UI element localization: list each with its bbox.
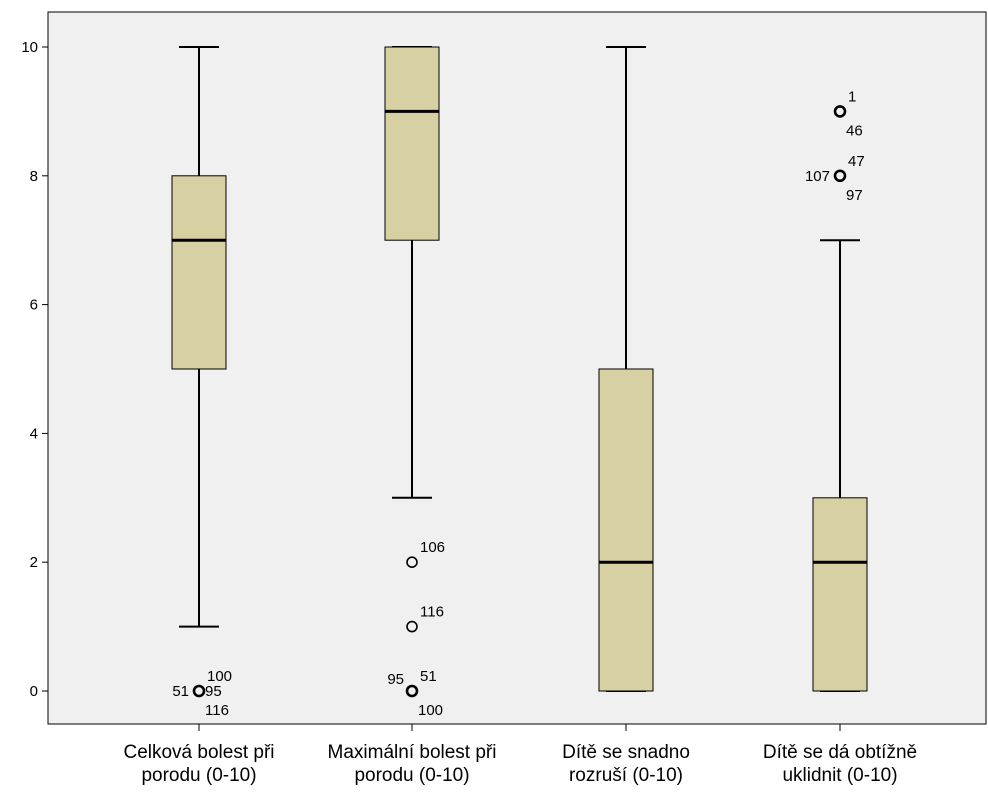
outlier-label: 100 — [207, 668, 232, 685]
y-tick-label: 10 — [21, 39, 38, 56]
y-tick-label: 4 — [30, 425, 38, 442]
outlier-label: 1 — [848, 88, 856, 105]
outlier-point — [833, 169, 847, 183]
outlier-point — [192, 684, 206, 698]
box-group: 1 46 107 47 97 — [805, 88, 868, 692]
box — [171, 175, 227, 370]
outlier-point — [406, 556, 418, 569]
x-tick-label: Maximální bolest při — [328, 742, 497, 763]
y-tick-label: 6 — [30, 297, 38, 314]
outlier-point — [406, 620, 418, 633]
outlier-label: 95 — [205, 683, 222, 700]
box — [812, 497, 868, 692]
box — [598, 368, 654, 692]
x-tick-label: Celková bolest při — [123, 742, 274, 763]
outlier-label: 116 — [420, 604, 444, 621]
outlier-point — [833, 105, 847, 118]
box-group: 106 116 95 51 100 — [384, 46, 445, 719]
outlier-point — [405, 684, 419, 698]
x-tick-label: porodu (0-10) — [141, 765, 256, 786]
outlier-label: 97 — [846, 187, 863, 204]
x-tick-label: rozruší (0-10) — [569, 765, 683, 786]
outlier-label: 100 — [418, 702, 443, 719]
box — [384, 46, 440, 241]
outlier-label: 106 — [420, 539, 445, 556]
x-tick-label: uklidnit (0-10) — [782, 765, 897, 786]
box-group — [598, 46, 654, 692]
outlier-label: 95 — [387, 671, 404, 688]
outlier-label: 51 — [172, 683, 189, 700]
outlier-label: 46 — [846, 122, 863, 139]
y-tick-label: 2 — [30, 554, 38, 571]
x-tick-label: Dítě se snadno — [562, 742, 690, 763]
outlier-label: 47 — [848, 153, 865, 170]
outlier-label: 51 — [420, 668, 437, 685]
x-tick-label: Dítě se dá obtížně — [763, 742, 917, 763]
x-tick-label: porodu (0-10) — [354, 765, 469, 786]
y-tick-label: 0 — [30, 683, 38, 700]
y-tick-label: 8 — [30, 168, 38, 185]
y-axis: 0 2 4 6 8 10 — [21, 39, 48, 700]
outlier-label: 107 — [805, 168, 830, 185]
outlier-label: 116 — [205, 702, 229, 719]
